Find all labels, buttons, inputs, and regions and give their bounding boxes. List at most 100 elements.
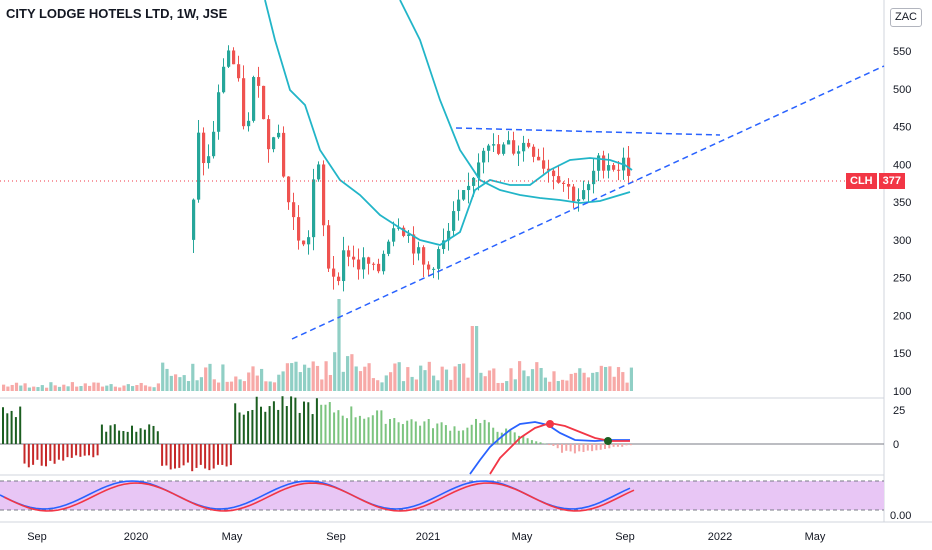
volume-bar: [208, 363, 212, 391]
volume-bar: [281, 371, 285, 391]
macd-histogram-bar: [96, 444, 99, 456]
macd-histogram-bar: [475, 418, 477, 444]
volume-bar: [539, 368, 543, 391]
volume-bar: [341, 371, 345, 391]
y-tick-label: 100: [893, 386, 911, 398]
macd-histogram-bar: [311, 414, 314, 444]
volume-bar: [432, 375, 436, 391]
volume-bar: [367, 363, 371, 391]
volume-bar: [247, 372, 251, 391]
y-tick-label: 550: [893, 46, 911, 58]
volume-bar: [229, 381, 234, 391]
volume-bar: [156, 383, 160, 391]
trendline-rising: [291, 65, 885, 340]
macd-histogram-bar: [552, 444, 555, 446]
candle-body: [617, 169, 621, 171]
volume-bar: [354, 366, 358, 391]
ma-slow-line: [399, 0, 631, 204]
candle-body: [262, 85, 266, 120]
volume-bar: [161, 362, 165, 391]
macd-histogram-bar: [191, 444, 194, 472]
macd-histogram-bar: [139, 428, 142, 444]
candle-body: [532, 146, 536, 157]
candle-body: [387, 241, 391, 254]
macd-histogram-bar: [423, 421, 426, 444]
volume-bar: [75, 386, 79, 391]
volume-bar: [10, 384, 14, 391]
x-tick-label: May: [222, 531, 243, 543]
volume-bar: [139, 382, 143, 391]
volume-bar: [212, 379, 216, 391]
volume-bar: [427, 361, 431, 391]
macd-histogram-bar: [324, 404, 327, 444]
volume-bar: [376, 380, 380, 391]
volume-bar: [543, 377, 547, 391]
macd-histogram-bar: [182, 444, 185, 466]
macd-histogram-bar: [376, 410, 379, 444]
candle-body: [327, 225, 331, 269]
candle-body: [587, 184, 591, 191]
candle-body: [412, 234, 416, 254]
macd-histogram-bar: [608, 444, 611, 449]
candle-body: [307, 237, 311, 245]
y-tick-label: 500: [893, 84, 911, 96]
x-tick-label: May: [805, 531, 826, 543]
macd-histogram-bar: [281, 396, 284, 444]
volume-bar: [492, 368, 496, 391]
candle-body: [237, 64, 241, 79]
macd-histogram-bar: [470, 424, 473, 444]
macd-histogram-bar: [457, 430, 460, 444]
volume-bar: [591, 372, 595, 391]
volume-bar: [152, 387, 156, 391]
macd-histogram-bar: [178, 444, 181, 468]
candle-body: [472, 177, 476, 186]
volume-bar: [569, 373, 573, 391]
candle-body: [607, 165, 611, 171]
x-tick-label: Sep: [27, 531, 47, 543]
volume-bar: [126, 384, 130, 391]
volume-bar: [238, 379, 242, 391]
macd-histogram-bar: [66, 444, 69, 458]
candle-body: [582, 190, 586, 200]
candle-body: [552, 170, 556, 177]
volume-bar: [131, 386, 135, 391]
volume-bar: [255, 375, 259, 391]
volume-bar: [470, 326, 474, 391]
candle-body: [337, 276, 341, 282]
volume-bar: [221, 364, 225, 391]
candle-body: [362, 257, 366, 270]
macd-histogram-bar: [556, 444, 559, 449]
macd-histogram-bar: [36, 444, 39, 460]
candle-body: [597, 155, 601, 171]
macd-histogram-bar: [10, 410, 13, 444]
candle-body: [282, 132, 286, 177]
macd-histogram-bar: [526, 438, 529, 444]
last-price-label: CLH 377: [846, 173, 905, 189]
macd-histogram-bar: [255, 396, 258, 444]
macd-histogram-bar: [505, 428, 508, 444]
candle-body: [447, 230, 451, 241]
macd-histogram-bar: [453, 426, 456, 444]
volume-bar: [66, 386, 70, 391]
x-tick-label: 2021: [416, 531, 440, 543]
candle-body: [502, 144, 506, 154]
volume-bar: [552, 371, 556, 391]
volume-bar: [530, 369, 535, 391]
currency-button[interactable]: ZAC: [890, 8, 922, 27]
macd-histogram-bar: [186, 444, 189, 463]
volume-bar: [272, 382, 277, 391]
macd-histogram-bar: [148, 424, 151, 444]
macd-histogram-bar: [2, 407, 4, 444]
volume-bar: [251, 366, 255, 391]
candle-body: [322, 164, 326, 226]
candle-body: [527, 142, 531, 147]
macd-histogram-bar: [290, 396, 293, 444]
macd-histogram-bar: [135, 431, 138, 444]
y-tick-label: 250: [893, 273, 911, 285]
candle-body: [367, 257, 371, 264]
candle-body: [232, 50, 236, 65]
volume-bar: [612, 376, 616, 391]
volume-bar: [199, 377, 203, 391]
candle-body: [347, 250, 351, 257]
